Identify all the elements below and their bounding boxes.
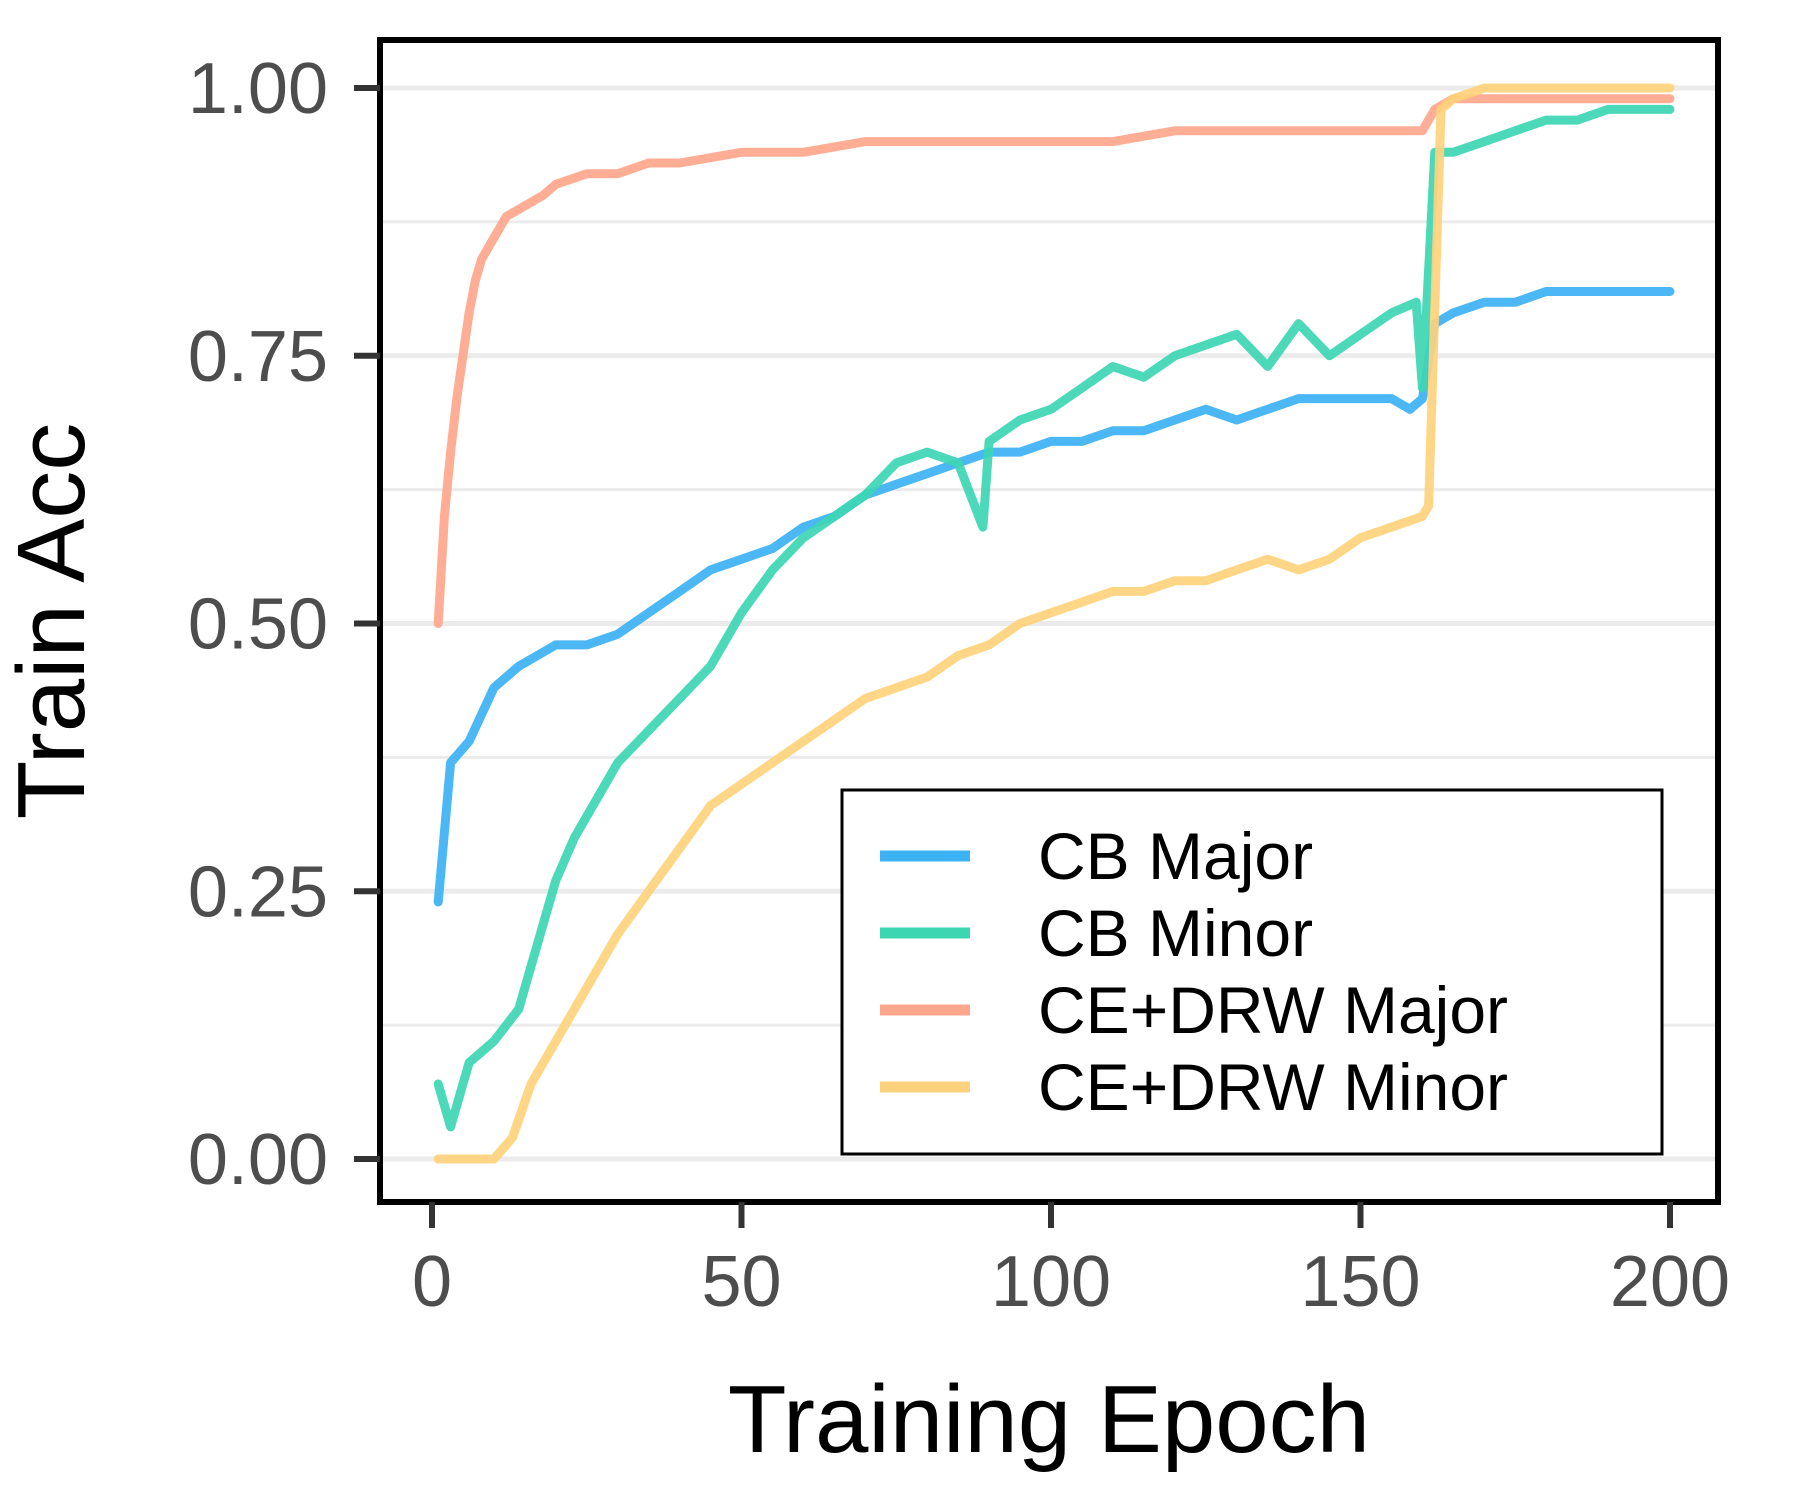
- series-line-cb-major: [433, 287, 1675, 907]
- y-tick-label: 0.50: [188, 585, 328, 665]
- series-line-ce-drw-major: [433, 94, 1675, 628]
- legend-label: CE+DRW Minor: [1038, 1050, 1508, 1124]
- axes: 0.00 0.25 0.50 0.75 1.00 0 50 100 150 200: [188, 49, 1730, 1322]
- legend-box: [840, 788, 1664, 1156]
- x-tick-label: 0: [412, 1242, 452, 1322]
- y-tick-label: 0.00: [188, 1120, 328, 1200]
- x-tick-label: 150: [1300, 1242, 1420, 1322]
- x-tick-label: 50: [701, 1242, 781, 1322]
- y-tick-label: 0.25: [188, 852, 328, 932]
- y-tick-label: 1.00: [188, 49, 328, 129]
- y-axis-title: Train Acc: [0, 423, 105, 820]
- x-tick-label: 200: [1610, 1242, 1730, 1322]
- x-axis-title: Training Epoch: [728, 1366, 1370, 1473]
- series-lines: [433, 83, 1675, 1164]
- x-tick-label: 100: [991, 1242, 1111, 1322]
- series-line-ce-drw-minor: [433, 83, 1675, 1164]
- legend-label: CB Minor: [1038, 896, 1313, 970]
- legend-label: CB Major: [1038, 819, 1313, 893]
- y-tick-label: 0.75: [188, 317, 328, 397]
- legend-label: CE+DRW Major: [1038, 973, 1508, 1047]
